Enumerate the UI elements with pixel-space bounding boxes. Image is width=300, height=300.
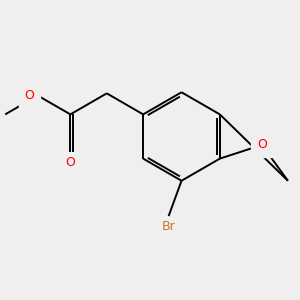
Text: O: O: [257, 139, 267, 152]
Text: O: O: [24, 89, 34, 102]
Text: Br: Br: [162, 220, 176, 233]
Text: O: O: [65, 157, 75, 169]
